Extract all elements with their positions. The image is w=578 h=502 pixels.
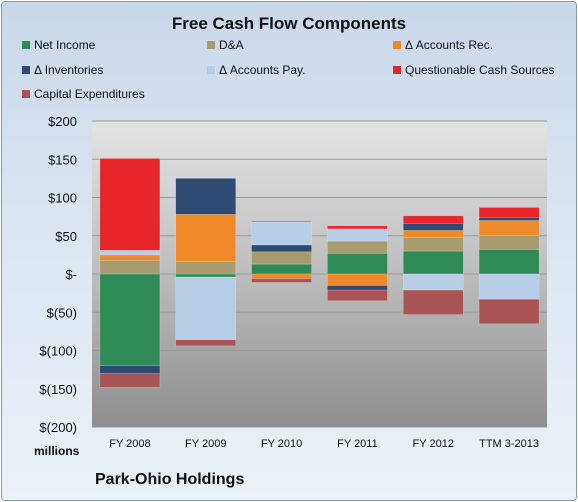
- bar-segment: [403, 250, 464, 275]
- x-tick-label: FY 2009: [185, 438, 226, 450]
- bar-segment: [478, 298, 540, 324]
- y-tick-label: $200: [48, 114, 77, 129]
- bar-segment: [478, 273, 540, 300]
- y-tick-label: $(150): [39, 382, 77, 397]
- bar-segment: [175, 261, 236, 275]
- bar-segment: [403, 289, 464, 315]
- bar-segment: [327, 289, 388, 302]
- bar-segment: [175, 339, 236, 347]
- y-tick-label: $100: [48, 191, 77, 206]
- bar-segment: [327, 240, 388, 254]
- bar-segment: [251, 221, 312, 246]
- units-label: millions: [34, 444, 80, 458]
- bar-segment: [251, 278, 312, 283]
- company-label: Park-Ohio Holdings: [95, 471, 245, 488]
- x-axis: FY 2008 FY 2009 FY 2010 FY 2011 FY 2012 TTM 3…: [109, 438, 539, 450]
- legend-swatch: [22, 66, 30, 74]
- bar-segment: [175, 178, 236, 215]
- legend-label: Δ Accounts Pay.: [219, 63, 306, 77]
- bar-segment: [175, 273, 236, 278]
- bar-segment: [478, 220, 540, 236]
- bar-segment: [327, 225, 388, 230]
- legend-swatch: [22, 41, 30, 49]
- x-tick-label: FY 2008: [109, 438, 150, 450]
- bar-segment: [478, 235, 540, 250]
- y-tick-label: $(200): [39, 420, 77, 435]
- bar-segment: [251, 273, 312, 279]
- bar-segment: [403, 237, 464, 252]
- bar-segment: [251, 220, 312, 223]
- bar-segment: [327, 253, 388, 275]
- legend-swatch: [207, 66, 215, 74]
- legend-label: D&A: [219, 38, 244, 52]
- y-tick-label: $(100): [39, 344, 77, 359]
- legend-item-capex: Capital Expenditures: [22, 87, 145, 101]
- legend-item-da: D&A: [207, 38, 244, 52]
- bar-segment: [327, 228, 388, 242]
- x-tick-label: FY 2010: [261, 438, 302, 450]
- x-tick-label: FY 2012: [413, 438, 454, 450]
- y-axis: $200 $150 $100 $50 $- $(50) $(100) $(150) $(200): [39, 114, 77, 435]
- bar-segment: [99, 254, 161, 261]
- legend-label: Net Income: [34, 38, 96, 52]
- chart-title: Free Cash Flow Components: [171, 14, 407, 33]
- bar-segment: [99, 259, 161, 275]
- legend-item-inventories: Δ Inventories: [22, 63, 103, 77]
- gridlines: [92, 120, 547, 428]
- legend-item-questionable-cash: Questionable Cash Sources: [393, 63, 554, 77]
- bar-segment: [327, 285, 388, 291]
- legend-label: Capital Expenditures: [34, 87, 145, 101]
- legend-item-accounts-pay: Δ Accounts Pay.: [207, 63, 306, 77]
- bar-segment: [478, 217, 540, 221]
- legend-swatch: [393, 41, 401, 49]
- bar-segment: [478, 249, 540, 275]
- bar-segment: [175, 276, 236, 341]
- legend-swatch: [393, 66, 401, 74]
- x-tick-label: FY 2011: [337, 438, 378, 450]
- bar-segment: [403, 215, 464, 224]
- legend-swatch: [22, 90, 30, 98]
- bar-segment: [99, 273, 161, 367]
- legend-item-net-income: Net Income: [22, 38, 95, 52]
- y-tick-label: $150: [48, 152, 77, 167]
- legend-label: Δ Accounts Rec.: [405, 38, 494, 52]
- bar-segment: [99, 365, 161, 374]
- bar-segment: [251, 263, 312, 275]
- y-tick-label: $50: [55, 229, 77, 244]
- bar-segment: [99, 373, 161, 388]
- bar-segment: [327, 273, 388, 286]
- legend-item-accounts-rec: Δ Accounts Rec.: [393, 38, 493, 52]
- bar-segment: [99, 250, 161, 256]
- bar-segment: [251, 244, 312, 253]
- bar-segment: [99, 158, 161, 251]
- bar-segment: [251, 251, 312, 265]
- y-tick-label: $-: [65, 267, 77, 282]
- legend-swatch: [207, 41, 215, 49]
- bar-segment: [403, 273, 464, 291]
- bar-segment: [403, 223, 464, 231]
- bars: [99, 158, 540, 388]
- bar-segment: [175, 214, 236, 263]
- y-tick-label: $(50): [47, 305, 77, 320]
- bar-segment: [403, 230, 464, 238]
- legend-label: Questionable Cash Sources: [405, 63, 555, 77]
- legend-label: Δ Inventories: [34, 63, 104, 77]
- bar-segment: [478, 207, 540, 218]
- x-tick-label: TTM 3-2013: [479, 438, 539, 450]
